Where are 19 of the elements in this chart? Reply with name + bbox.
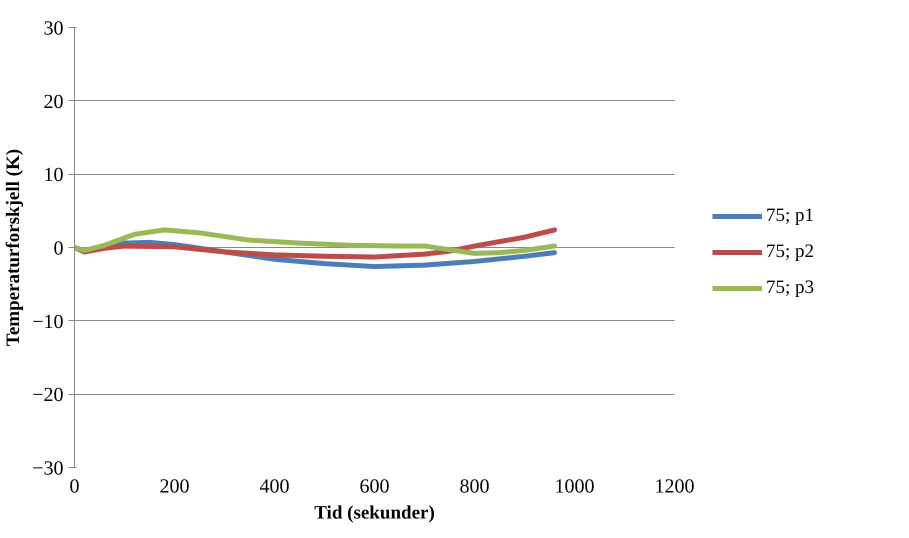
x-tick-label: 1200 [654, 476, 694, 498]
x-tick-label: 0 [70, 476, 80, 498]
y-tick-label: −10 [32, 310, 64, 333]
y-tick-label: 10 [44, 164, 64, 186]
x-tick-label: 400 [260, 476, 290, 498]
legend-label: 75; p2 [766, 241, 814, 263]
x-tick-label: 600 [360, 476, 390, 498]
y-axis-title: Temperaturforskjell (K) [3, 148, 24, 346]
x-axis-title: Tid (sekunder) [314, 502, 435, 524]
x-tick-label: 200 [160, 476, 190, 498]
y-tick-label: 30 [44, 18, 64, 40]
legend-label: 75; p1 [766, 205, 814, 227]
x-tick-label: 1000 [554, 476, 594, 498]
x-tick-label: 800 [460, 476, 490, 498]
y-tick-label: −20 [32, 384, 64, 406]
y-tick-label: 0 [54, 238, 64, 260]
y-tick-label: 20 [44, 90, 64, 113]
y-tick-label: −30 [32, 458, 64, 480]
legend-label: 75; p3 [766, 277, 814, 299]
